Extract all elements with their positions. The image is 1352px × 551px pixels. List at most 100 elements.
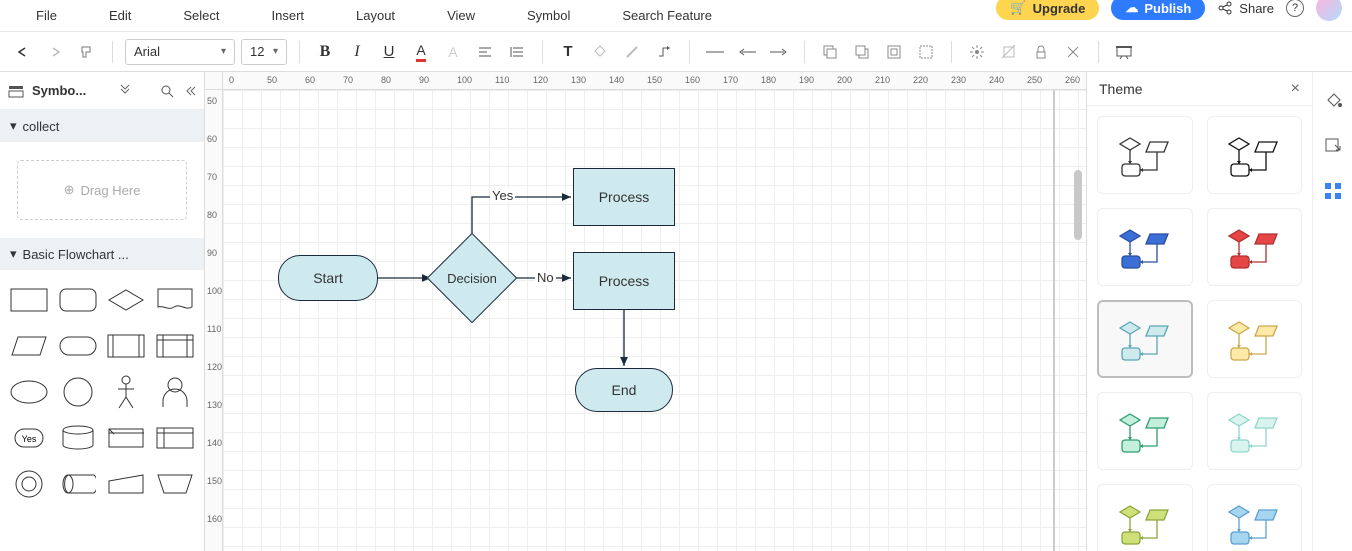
theme-grid xyxy=(1087,106,1312,551)
shapes-palette: Yes xyxy=(0,270,204,514)
format-painter-button[interactable] xyxy=(74,39,100,65)
undo-button[interactable] xyxy=(10,39,36,65)
ungroup-button[interactable] xyxy=(913,39,939,65)
avatar[interactable] xyxy=(1316,0,1342,21)
menu-search[interactable]: Search Feature xyxy=(596,8,738,23)
apps-icon[interactable] xyxy=(1324,182,1342,200)
arrow-start-button[interactable] xyxy=(734,39,760,65)
share-button[interactable]: Share xyxy=(1217,0,1274,16)
expand-icon[interactable] xyxy=(118,84,132,98)
shape-yes-label[interactable]: Yes xyxy=(10,420,49,456)
collapse-icon[interactable] xyxy=(182,84,196,98)
shape-database[interactable] xyxy=(59,420,98,456)
redo-button[interactable] xyxy=(42,39,68,65)
italic-button[interactable]: I xyxy=(344,39,370,65)
fill-bucket-icon[interactable] xyxy=(1323,90,1343,110)
line-color-button[interactable] xyxy=(619,39,645,65)
shape-actor[interactable] xyxy=(107,374,146,410)
collect-section[interactable]: ▾ collect xyxy=(0,110,204,142)
shape-diamond[interactable] xyxy=(107,282,146,318)
svg-text:Yes: Yes xyxy=(22,434,37,444)
ruler-corner xyxy=(205,72,223,90)
publish-button[interactable]: ☁ Publish xyxy=(1111,0,1205,20)
menu-file[interactable]: File xyxy=(10,8,83,23)
lock-button[interactable] xyxy=(1028,39,1054,65)
left-panel: Symbo... ▾ collect ⊕ Drag Here ▾ Basic F… xyxy=(0,72,205,551)
shape-roundrect[interactable] xyxy=(59,282,98,318)
highlight-button[interactable]: A xyxy=(440,39,466,65)
line-spacing-button[interactable] xyxy=(504,39,530,65)
theme-card[interactable] xyxy=(1207,208,1303,286)
menu-select[interactable]: Select xyxy=(157,8,245,23)
upgrade-label: Upgrade xyxy=(1033,1,1086,16)
theme-card[interactable] xyxy=(1097,116,1193,194)
menu-layout[interactable]: Layout xyxy=(330,8,421,23)
node-process-2[interactable]: Process xyxy=(573,252,675,310)
beautify-button[interactable] xyxy=(964,39,990,65)
fill-color-button[interactable] xyxy=(587,39,613,65)
shape-rect[interactable] xyxy=(10,282,49,318)
left-panel-title: Symbo... xyxy=(32,83,110,98)
connector-style-button[interactable] xyxy=(651,39,677,65)
node-end[interactable]: End xyxy=(575,368,673,412)
shape-ellipse[interactable] xyxy=(10,374,49,410)
shape-document[interactable] xyxy=(156,282,195,318)
shape-direct-data[interactable] xyxy=(59,466,98,502)
toolbar: Arial 12 B I U A A T xyxy=(0,32,1352,72)
theme-card[interactable] xyxy=(1207,484,1303,551)
search-icon[interactable] xyxy=(160,84,174,98)
shape-internal-storage[interactable] xyxy=(156,328,195,364)
shape-circle[interactable] xyxy=(59,374,98,410)
text-tool-button[interactable]: T xyxy=(555,39,581,65)
shape-terminator[interactable] xyxy=(59,328,98,364)
theme-card[interactable] xyxy=(1207,116,1303,194)
drag-here-zone[interactable]: ⊕ Drag Here xyxy=(17,160,187,220)
edge-label-yes: Yes xyxy=(490,188,515,203)
publish-label: Publish xyxy=(1144,1,1191,16)
export-icon[interactable] xyxy=(1323,136,1343,156)
underline-button[interactable]: U xyxy=(376,39,402,65)
shape-parallelogram[interactable] xyxy=(10,328,49,364)
font-color-button[interactable]: A xyxy=(408,39,434,65)
font-size-select[interactable]: 12 xyxy=(241,39,287,65)
shape-user[interactable] xyxy=(156,374,195,410)
shape-table[interactable] xyxy=(156,420,195,456)
theme-card[interactable] xyxy=(1097,208,1193,286)
menu-symbol[interactable]: Symbol xyxy=(501,8,596,23)
menu-view[interactable]: View xyxy=(421,8,501,23)
shape-manual-op[interactable] xyxy=(156,466,195,502)
canvas[interactable]: Yes No Start Decision Process Process En… xyxy=(223,90,1086,551)
line-style-button[interactable] xyxy=(702,39,728,65)
theme-card[interactable] xyxy=(1097,484,1193,551)
basic-flowchart-section[interactable]: ▾ Basic Flowchart ... xyxy=(0,238,204,270)
crop-button[interactable] xyxy=(996,39,1022,65)
node-process-1[interactable]: Process xyxy=(573,168,675,226)
shape-manual-input[interactable] xyxy=(107,466,146,502)
close-theme-icon[interactable]: × xyxy=(1291,80,1300,98)
align-button[interactable] xyxy=(472,39,498,65)
font-family-select[interactable]: Arial xyxy=(125,39,235,65)
tools-button[interactable] xyxy=(1060,39,1086,65)
bring-front-button[interactable] xyxy=(849,39,875,65)
presentation-button[interactable] xyxy=(1111,39,1137,65)
bold-button[interactable]: B xyxy=(312,39,338,65)
help-icon[interactable]: ? xyxy=(1286,0,1304,17)
right-panel: Theme × xyxy=(1086,72,1312,551)
send-back-button[interactable] xyxy=(817,39,843,65)
menu-edit[interactable]: Edit xyxy=(83,8,157,23)
group-button[interactable] xyxy=(881,39,907,65)
theme-card[interactable] xyxy=(1097,392,1193,470)
ruler-vertical: 5060708090100110120130140150160170 xyxy=(205,90,223,551)
node-decision[interactable]: Decision xyxy=(427,248,517,308)
node-start[interactable]: Start xyxy=(278,255,378,301)
shape-card[interactable] xyxy=(107,420,146,456)
shape-ring[interactable] xyxy=(10,466,49,502)
theme-card[interactable] xyxy=(1097,300,1193,378)
shape-predefined[interactable] xyxy=(107,328,146,364)
arrow-end-button[interactable] xyxy=(766,39,792,65)
upgrade-button[interactable]: 🛒 Upgrade xyxy=(996,0,1099,20)
menu-insert[interactable]: Insert xyxy=(246,8,331,23)
theme-card[interactable] xyxy=(1207,300,1303,378)
theme-card[interactable] xyxy=(1207,392,1303,470)
right-icon-rail xyxy=(1312,72,1352,551)
